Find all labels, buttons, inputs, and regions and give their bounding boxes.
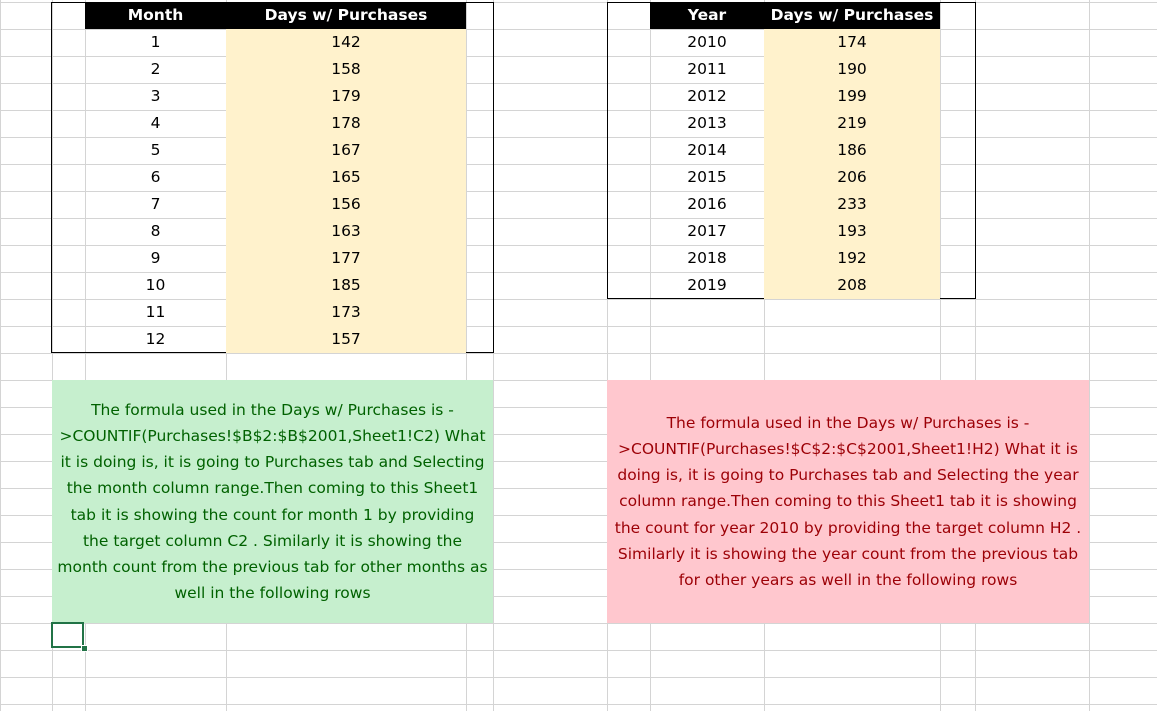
days-cell[interactable]: 142 bbox=[226, 29, 466, 56]
month-cell[interactable]: 7 bbox=[150, 195, 161, 213]
active-cell-selection[interactable] bbox=[51, 622, 84, 648]
days-header[interactable]: Days w/ Purchases bbox=[226, 2, 466, 29]
month-cell[interactable]: 4 bbox=[150, 114, 161, 132]
days-cell[interactable]: 193 bbox=[764, 218, 940, 245]
month-cell[interactable]: 6 bbox=[150, 168, 161, 186]
days-cell[interactable]: 199 bbox=[764, 83, 940, 110]
year-cell[interactable]: 2017 bbox=[687, 222, 727, 240]
days-cell[interactable]: 186 bbox=[764, 137, 940, 164]
year-cell[interactable]: 2014 bbox=[687, 141, 727, 159]
gridline bbox=[764, 0, 765, 711]
month-cell[interactable]: 9 bbox=[150, 249, 161, 267]
year-cell[interactable]: 2018 bbox=[687, 249, 727, 267]
month-cell[interactable]: 8 bbox=[150, 222, 161, 240]
gridline bbox=[650, 0, 651, 711]
gridline bbox=[52, 0, 53, 711]
month-cell[interactable]: 5 bbox=[150, 141, 161, 159]
year-cell[interactable]: 2016 bbox=[687, 195, 727, 213]
days-cell[interactable]: 177 bbox=[226, 245, 466, 272]
month-cell[interactable]: 10 bbox=[145, 276, 166, 294]
month-cell[interactable]: 1 bbox=[150, 33, 161, 51]
year-header[interactable]: Year bbox=[650, 2, 764, 29]
days-cell[interactable]: 192 bbox=[764, 245, 940, 272]
month-cell[interactable]: 2 bbox=[150, 60, 161, 78]
year-cell[interactable]: 2011 bbox=[687, 60, 727, 78]
days-cell[interactable]: 206 bbox=[764, 164, 940, 191]
gridline bbox=[1089, 0, 1090, 711]
days-cell[interactable]: 185 bbox=[226, 272, 466, 299]
days-cell[interactable]: 190 bbox=[764, 56, 940, 83]
year-cell[interactable]: 2012 bbox=[687, 87, 727, 105]
days-cell[interactable]: 208 bbox=[764, 272, 940, 299]
days-cell[interactable]: 156 bbox=[226, 191, 466, 218]
days-cell[interactable]: 163 bbox=[226, 218, 466, 245]
fill-handle[interactable] bbox=[81, 645, 88, 652]
gridline bbox=[493, 0, 494, 711]
month-formula-note-text: The formula used in the Days w/ Purchase… bbox=[57, 400, 488, 603]
days-cell[interactable]: 173 bbox=[226, 299, 466, 326]
month-header[interactable]: Month bbox=[85, 2, 226, 29]
year-cell[interactable]: 2019 bbox=[687, 276, 727, 294]
gridline bbox=[226, 0, 227, 711]
days-cell[interactable]: 174 bbox=[764, 29, 940, 56]
year-formula-note[interactable]: The formula used in the Days w/ Purchase… bbox=[607, 380, 1089, 623]
month-formula-note[interactable]: The formula used in the Days w/ Purchase… bbox=[52, 380, 493, 623]
days-cell[interactable]: 158 bbox=[226, 56, 466, 83]
gridline bbox=[466, 0, 467, 711]
month-cell[interactable]: 12 bbox=[145, 330, 166, 348]
gridline bbox=[940, 0, 941, 711]
month-cell[interactable]: 11 bbox=[145, 303, 166, 321]
days-cell[interactable]: 178 bbox=[226, 110, 466, 137]
gridline bbox=[85, 0, 86, 711]
days-cell[interactable]: 167 bbox=[226, 137, 466, 164]
days-cell[interactable]: 233 bbox=[764, 191, 940, 218]
days-header[interactable]: Days w/ Purchases bbox=[764, 2, 940, 29]
year-formula-note-text: The formula used in the Days w/ Purchase… bbox=[614, 413, 1082, 589]
month-cell[interactable]: 3 bbox=[150, 87, 161, 105]
days-cell[interactable]: 219 bbox=[764, 110, 940, 137]
year-cell[interactable]: 2010 bbox=[687, 33, 727, 51]
year-cell[interactable]: 2013 bbox=[687, 114, 727, 132]
days-cell[interactable]: 157 bbox=[226, 326, 466, 353]
gridline bbox=[975, 0, 976, 711]
gridline bbox=[607, 0, 608, 711]
days-cell[interactable]: 179 bbox=[226, 83, 466, 110]
year-cell[interactable]: 2015 bbox=[687, 168, 727, 186]
days-cell[interactable]: 165 bbox=[226, 164, 466, 191]
